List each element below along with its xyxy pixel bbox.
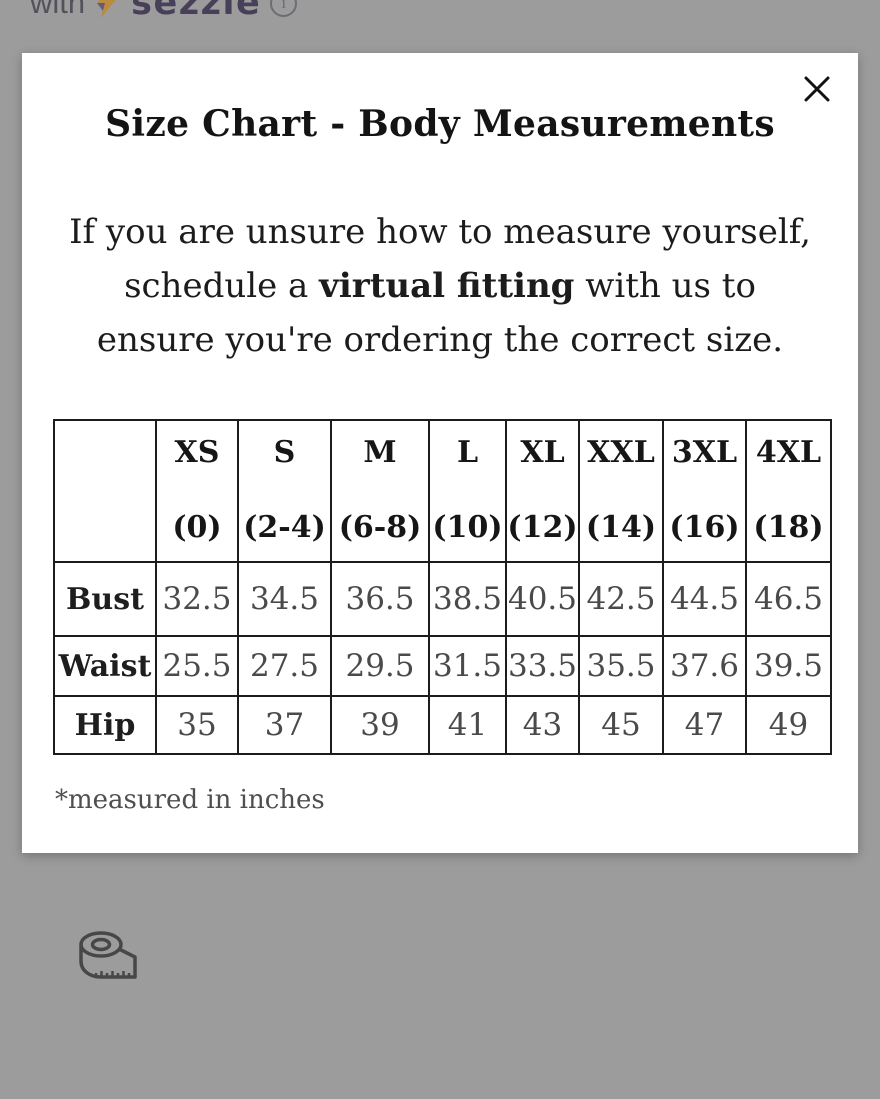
row-label: Hip (53, 695, 157, 755)
close-button[interactable] (800, 73, 834, 107)
measurement-cell: 33.5 (505, 635, 580, 697)
sezzle-logo-label: sezzle (131, 0, 262, 23)
measurement-cell: 42.5 (578, 561, 664, 637)
sezzle-prefix-label: with (30, 0, 86, 20)
size-col-header: M (6-8) (330, 419, 430, 563)
sezzle-payment-strip: with sezzle i (30, 0, 298, 23)
size-chart-table: XS (0) S (2-4) M (6-8) L (10) XL (12) XX… (53, 419, 832, 755)
row-label: Bust (53, 561, 157, 637)
intro-text: If you are unsure how to measure yoursel… (66, 205, 814, 367)
measurement-cell: 46.5 (745, 561, 832, 637)
table-row-waist: Waist 25.5 27.5 29.5 31.5 33.5 35.5 37.6… (53, 635, 832, 697)
measurement-cell: 36.5 (330, 561, 430, 637)
table-row-hip: Hip 35 37 39 41 43 45 47 49 (53, 695, 832, 755)
measurement-cell: 41 (428, 695, 507, 755)
measurement-cell: 32.5 (155, 561, 239, 637)
size-col-header: L (10) (428, 419, 507, 563)
measurement-cell: 43 (505, 695, 580, 755)
close-icon (802, 74, 832, 107)
size-col-header: 4XL (18) (745, 419, 832, 563)
intro-part1: If you are unsure how to measure yoursel… (69, 212, 811, 306)
measurement-cell: 44.5 (662, 561, 747, 637)
measurement-cell: 35.5 (578, 635, 664, 697)
size-col-header: 3XL (16) (662, 419, 747, 563)
intro-part2: with us to ensure you're ordering the co… (96, 266, 784, 360)
size-col-header: XS (0) (155, 419, 239, 563)
info-icon: i (270, 0, 298, 17)
measurement-cell: 37.6 (662, 635, 747, 697)
size-col-header: XXL (14) (578, 419, 664, 563)
measurement-cell: 37 (237, 695, 332, 755)
measurement-cell: 40.5 (505, 561, 580, 637)
table-header-row: XS (0) S (2-4) M (6-8) L (10) XL (12) XX… (53, 419, 832, 563)
size-col-header: S (2-4) (237, 419, 332, 563)
measurement-cell: 38.5 (428, 561, 507, 637)
measurement-cell: 27.5 (237, 635, 332, 697)
measurement-cell: 39.5 (745, 635, 832, 697)
size-col-header: XL (12) (505, 419, 580, 563)
row-label: Waist (53, 635, 157, 697)
intro-bold-virtual-fitting: virtual fitting (319, 266, 575, 306)
measurement-cell: 47 (662, 695, 747, 755)
measurement-cell: 29.5 (330, 635, 430, 697)
size-chart-modal: Size Chart - Body Measurements If you ar… (22, 53, 858, 853)
measurement-cell: 35 (155, 695, 239, 755)
measurement-cell: 45 (578, 695, 664, 755)
page-title: Size Chart - Body Measurements (105, 103, 775, 145)
corner-cell (53, 419, 157, 563)
measurement-cell: 25.5 (155, 635, 239, 697)
measurement-cell: 49 (745, 695, 832, 755)
table-row-bust: Bust 32.5 34.5 36.5 38.5 40.5 42.5 44.5 … (53, 561, 832, 637)
measuring-tape-icon (78, 931, 138, 987)
sezzle-bolt-icon (94, 0, 122, 22)
measurement-cell: 39 (330, 695, 430, 755)
measured-in-inches-note: *measured in inches (55, 785, 325, 815)
measurement-cell: 34.5 (237, 561, 332, 637)
measurement-cell: 31.5 (428, 635, 507, 697)
